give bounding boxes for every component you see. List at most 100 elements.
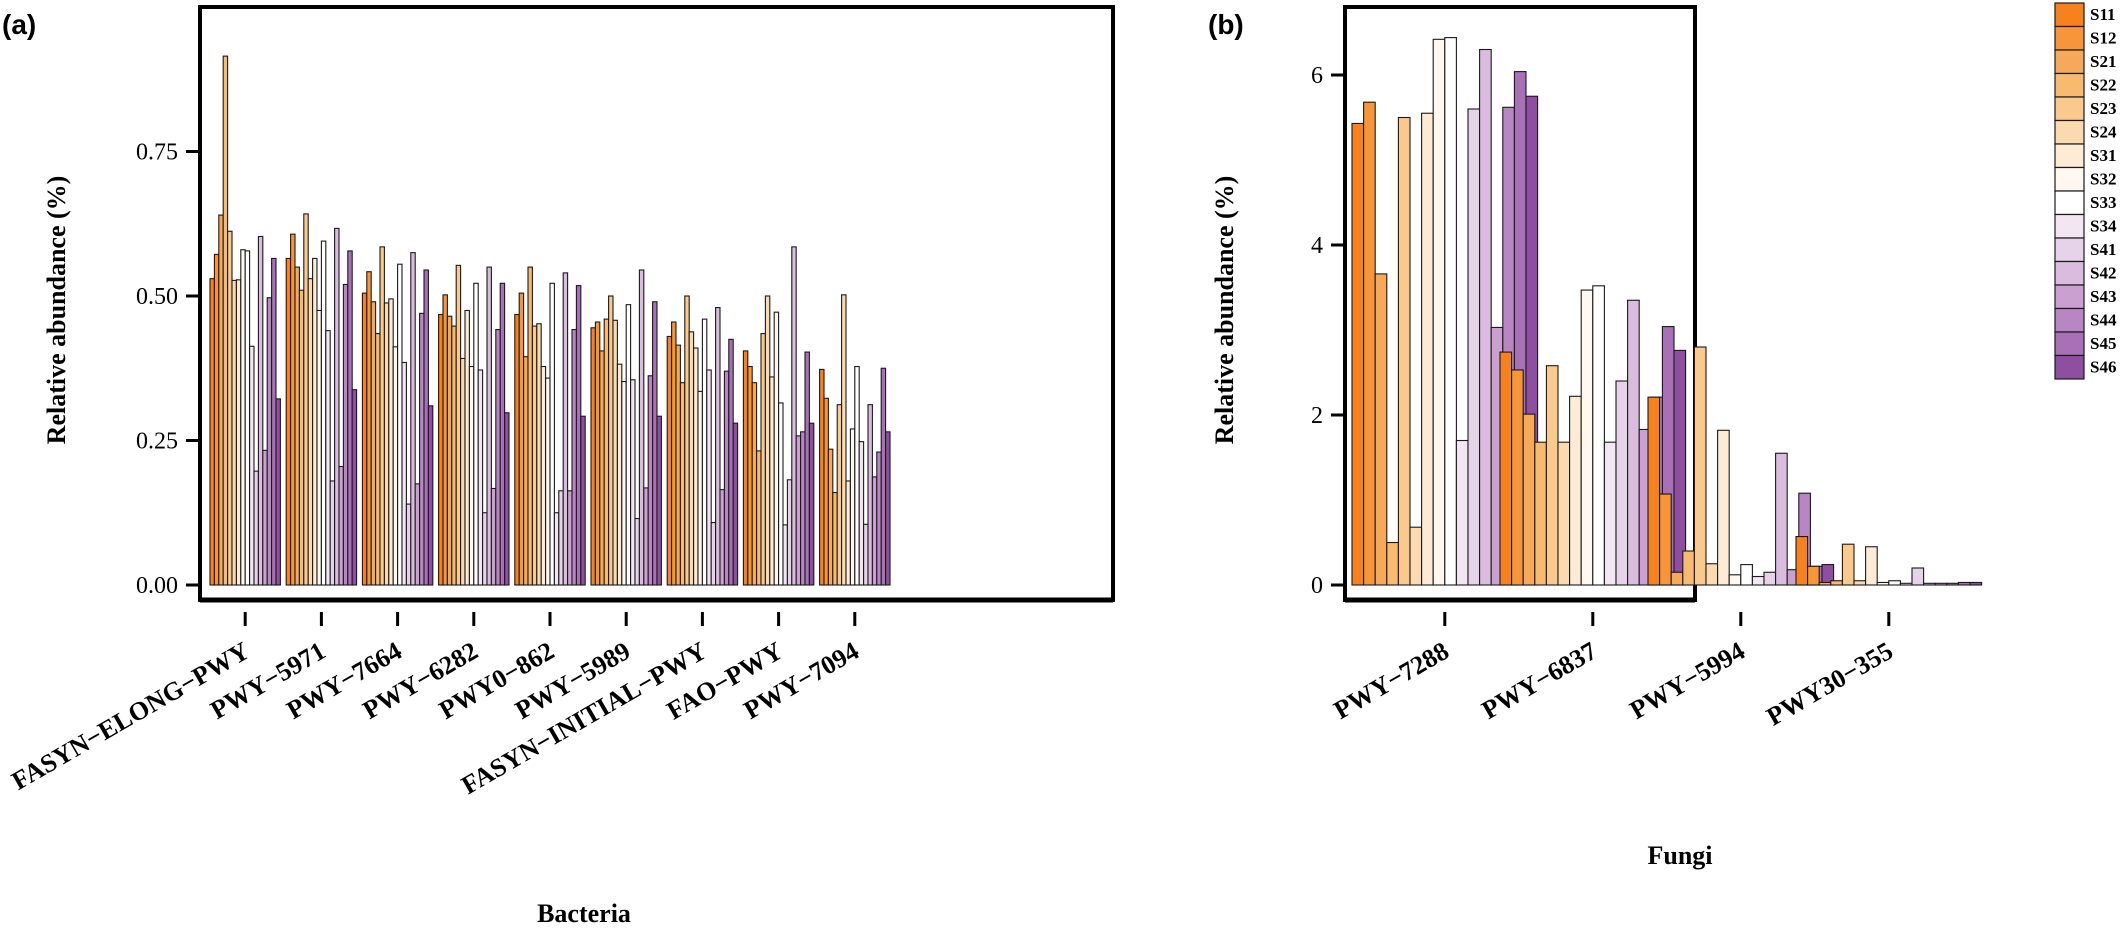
bar-s12 <box>1363 101 1376 586</box>
bar-s45 <box>728 338 734 586</box>
bar-s24 <box>841 294 847 586</box>
bar-s46 <box>1969 581 1983 586</box>
y-tick-label: 0.00 <box>136 573 178 599</box>
bar-s46 <box>275 398 281 586</box>
bar-s44 <box>342 283 349 586</box>
bar-s23 <box>836 404 843 586</box>
bar-s11 <box>361 292 368 586</box>
bar-s33 <box>320 240 327 586</box>
bar-s22 <box>451 325 457 586</box>
y-tick-label: 6 <box>1311 63 1323 89</box>
fungi-chart: (b) 0 2 4 6 PWY−7288 PWY−6837 PWY−5994 PWY30−3… <box>1208 5 1983 870</box>
bar-s42 <box>1923 582 1936 586</box>
bar-s45 <box>804 351 810 586</box>
bar-s22 <box>1386 541 1399 586</box>
bar-s43 <box>871 476 878 586</box>
x-axis-b: PWY−7288 PWY−6837 PWY−5994 PWY30−355 <box>1329 612 1898 731</box>
legend-label: S34 <box>2090 217 2117 236</box>
bar-s12 <box>290 233 296 586</box>
bacteria-chart: (a) 0.00 0.25 0.50 0.75 FASYN−ELONG−PWYPWY−… <box>2 5 1115 928</box>
bar-s31 <box>540 365 547 586</box>
bar-s23 <box>684 295 690 586</box>
bar-s32 <box>392 346 399 586</box>
bar-s42 <box>791 246 797 586</box>
y-tick-label: 0 <box>1311 573 1323 599</box>
bar-s32 <box>621 380 627 586</box>
bar-s11 <box>285 257 292 586</box>
bar-s24 <box>688 331 695 586</box>
bar-s12 <box>594 321 601 586</box>
legend-label: S22 <box>2090 76 2116 95</box>
bar-s32 <box>468 365 475 586</box>
bar-s42 <box>486 266 492 586</box>
bar-s31 <box>464 309 470 586</box>
bar-s32 <box>1876 581 1890 586</box>
bar-s43 <box>567 490 573 586</box>
legend-label: S31 <box>2090 146 2116 165</box>
bar-s21 <box>1374 273 1388 586</box>
bar-s44 <box>876 451 882 586</box>
bar-s11 <box>438 313 444 586</box>
bar-s44 <box>571 328 577 586</box>
bar-s31 <box>1569 395 1582 586</box>
legend-swatch-s31 <box>2054 143 2085 169</box>
legend-label: S24 <box>2090 123 2117 142</box>
bar-s21 <box>1670 571 1684 586</box>
bar-s33 <box>549 282 555 586</box>
legend-swatch-s23 <box>2054 96 2085 122</box>
bar-s11 <box>1795 535 1809 586</box>
y-tick-label: 2 <box>1311 403 1323 429</box>
bar-s12 <box>1807 565 1820 586</box>
bar-s12 <box>442 294 448 586</box>
legend-swatch-s41 <box>2054 237 2085 263</box>
bar-s22 <box>375 333 381 586</box>
bar-s43 <box>643 487 649 586</box>
bar-s33 <box>1592 285 1605 586</box>
bar-s43 <box>1934 582 1948 586</box>
bar-s12 <box>366 271 372 586</box>
bar-s45 <box>1957 581 1971 586</box>
y-tick-label: 0.50 <box>136 284 178 310</box>
bar-s11 <box>666 335 673 586</box>
legend-label: S43 <box>2090 287 2116 306</box>
bar-s33 <box>701 318 708 586</box>
bar-s24 <box>383 302 390 586</box>
legend-swatch-s12 <box>2054 25 2085 51</box>
x-tick-label: PWY30−355 <box>1762 636 1898 731</box>
bar-s31 <box>1717 429 1730 586</box>
bar-s42 <box>715 307 721 586</box>
bar-s46 <box>580 415 586 586</box>
legend-swatch-s45 <box>2054 331 2085 357</box>
bars-b <box>1351 37 1983 586</box>
legend-label: S33 <box>2090 193 2116 212</box>
bar-s12 <box>213 253 220 586</box>
bar-s22 <box>222 55 229 586</box>
x-axis-a: FASYN−ELONG−PWYPWY−5971PWY−7664PWY−6282P… <box>7 612 864 800</box>
legend-label: S45 <box>2090 334 2116 353</box>
bar-s31 <box>1421 112 1434 586</box>
bar-s32 <box>773 311 780 586</box>
bar-s45 <box>880 367 887 586</box>
bar-s41 <box>482 512 488 586</box>
bar-s46 <box>1673 349 1687 586</box>
bar-s22 <box>1534 441 1547 586</box>
bar-s24 <box>231 279 237 586</box>
bar-s12 <box>747 365 753 586</box>
bar-s22 <box>679 382 686 586</box>
bar-s11 <box>742 350 749 586</box>
bar-s11 <box>1351 122 1365 586</box>
y-tick-label: 4 <box>1311 233 1323 259</box>
bar-s11 <box>590 327 596 586</box>
legend-label: S23 <box>2090 99 2116 118</box>
bar-s41 <box>253 470 259 586</box>
bar-s34 <box>477 369 484 586</box>
bar-s11 <box>209 278 215 586</box>
bar-s12 <box>1659 493 1672 586</box>
legend-swatch-s44 <box>2054 307 2085 333</box>
bar-s31 <box>1865 546 1878 586</box>
bar-s12 <box>1511 369 1524 586</box>
bar-s34 <box>706 369 712 586</box>
bar-s23 <box>608 295 614 586</box>
bar-s41 <box>1467 108 1481 586</box>
